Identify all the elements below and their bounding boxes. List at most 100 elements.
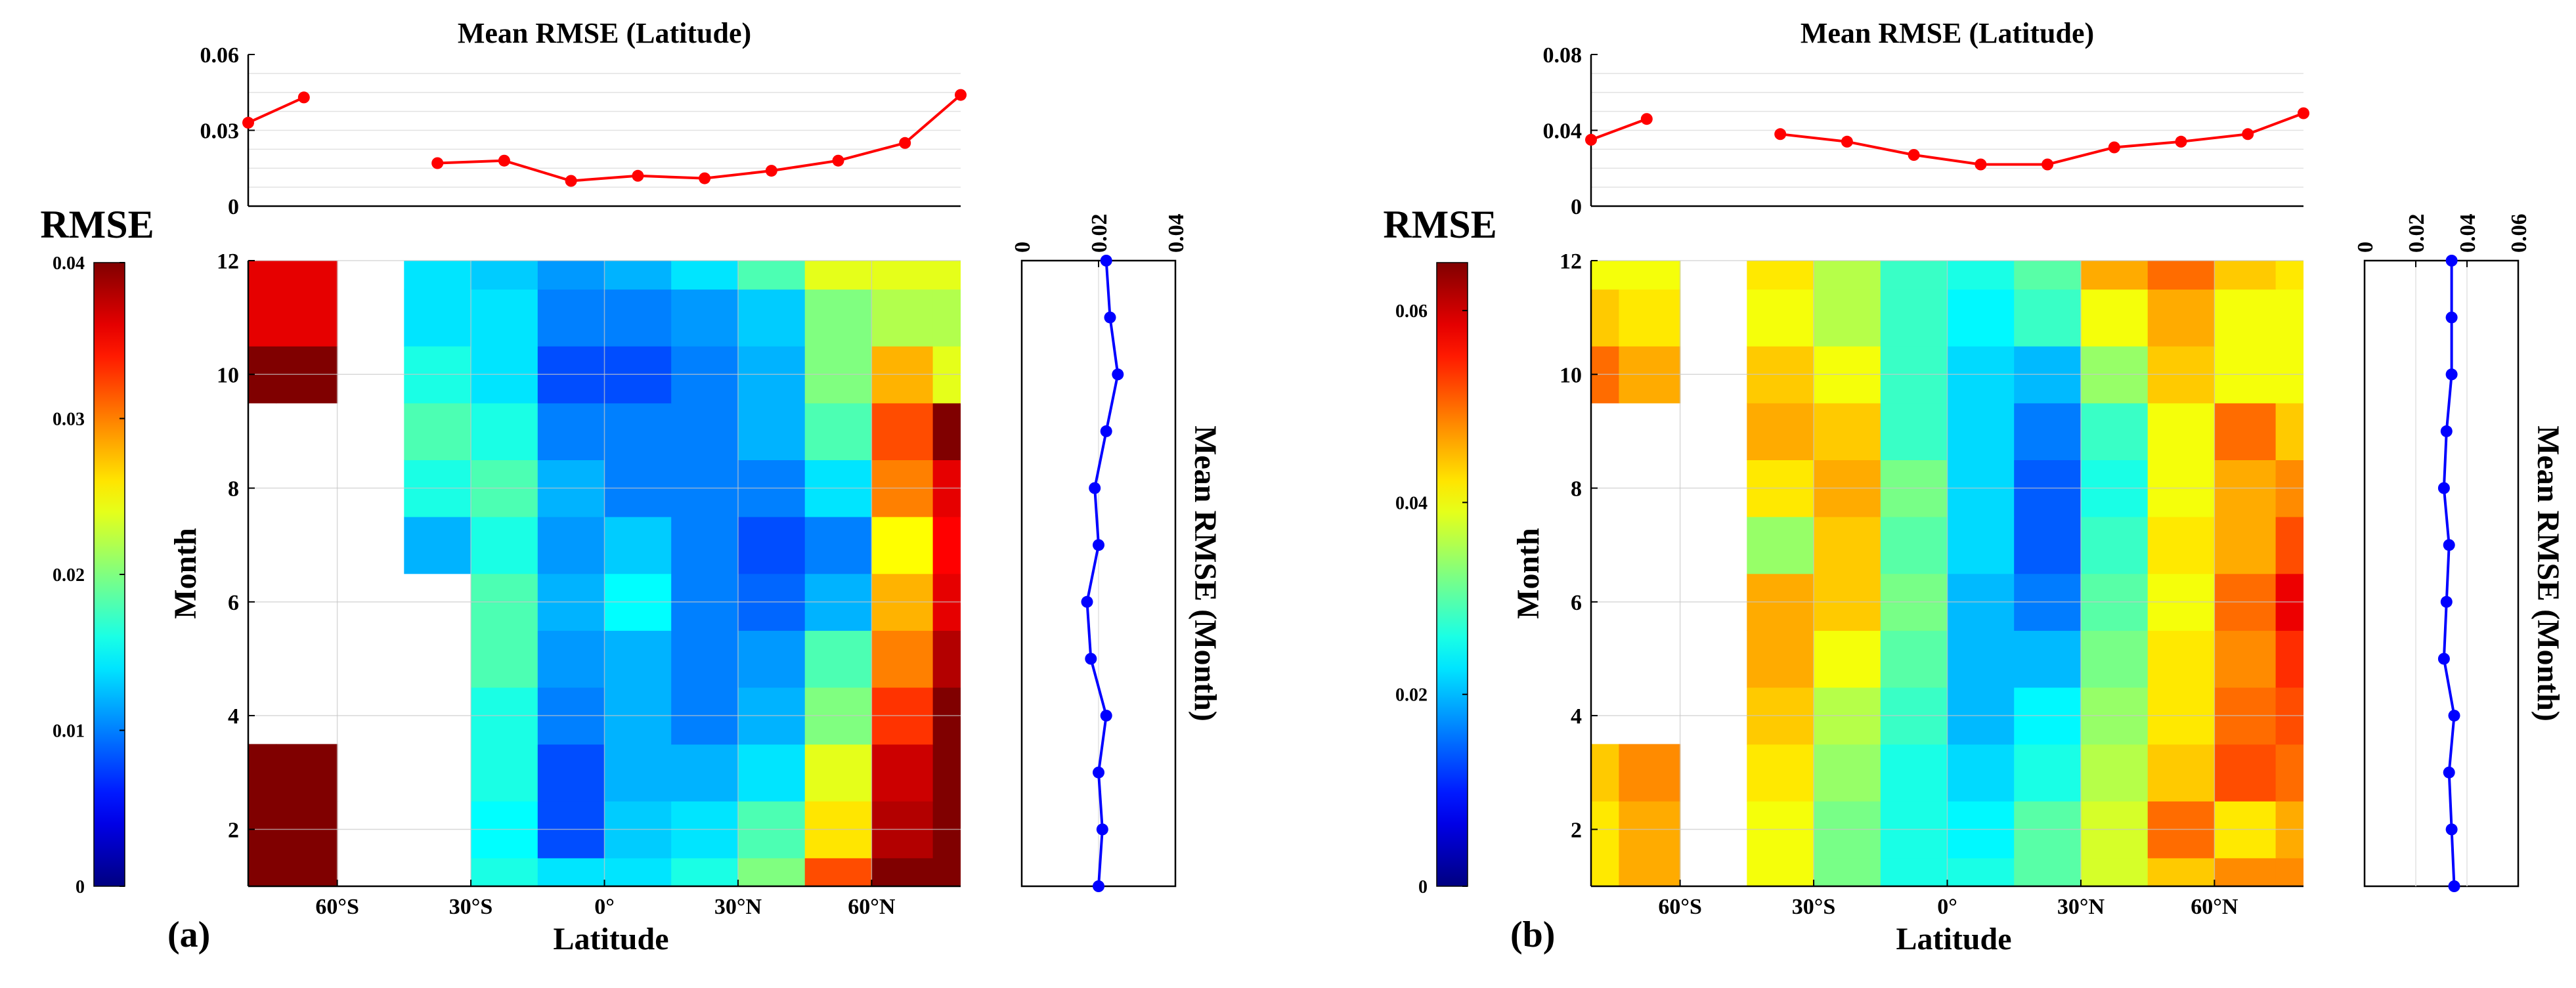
right-series-point — [2445, 823, 2458, 836]
heatmap-cell — [871, 516, 934, 574]
heatmap-cell — [1591, 261, 1620, 290]
heatmap-cell — [737, 744, 806, 802]
main-x-axis-label: Latitude — [1896, 922, 2011, 956]
top-series-point — [1640, 113, 1653, 125]
heatmap-cell — [737, 289, 806, 347]
main-x-tick-label: 60°N — [2191, 895, 2238, 919]
top-series-point — [632, 169, 644, 182]
heatmap-cell — [1880, 261, 1948, 290]
heatmap-cell — [1947, 289, 2015, 347]
main-x-tick-label: 30°S — [1792, 895, 1836, 919]
heatmap-cell — [871, 744, 934, 802]
heatmap-cell — [471, 402, 538, 460]
heatmap-cell — [1814, 261, 1881, 290]
heatmap-cell — [404, 516, 471, 574]
heatmap-cell — [1947, 857, 2015, 886]
heatmap-cell — [2014, 630, 2082, 688]
heatmap-cell — [2214, 630, 2277, 688]
right-series-point — [1100, 255, 1112, 267]
colorbar-tick-label: 0.04 — [53, 253, 85, 274]
right-series-point — [2445, 255, 2458, 267]
heatmap-cell — [2214, 402, 2277, 460]
heatmap-cell — [804, 630, 873, 688]
heatmap-cell — [1880, 744, 1948, 802]
heatmap-cell — [737, 630, 806, 688]
top-series-point — [2175, 135, 2187, 148]
heatmap-cell — [1591, 289, 1620, 347]
panel-b: 60°S 30°S 0° 30°N 60°N 2 4 6 8 10 12 Latitude Month (… — [1383, 17, 2565, 956]
top-series-point — [765, 165, 777, 177]
heatmap-cell — [737, 261, 806, 290]
right-chart-title: Mean RMSE (Month) — [1188, 425, 1223, 721]
top-series-point — [498, 154, 510, 167]
colorbar-tick-label: 0 — [76, 877, 85, 897]
heatmap-cell — [1947, 261, 2015, 290]
top-y-tick-label: 0.06 — [200, 43, 240, 68]
heatmap-cell — [932, 402, 961, 460]
top-series-point — [2298, 107, 2309, 119]
right-series-point — [2437, 482, 2450, 494]
colorbar-title: RMSE — [1383, 203, 1496, 246]
heatmap-cell — [2080, 261, 2149, 290]
heatmap-cell — [248, 289, 277, 347]
main-y-tick-label: 2 — [228, 818, 239, 842]
top-y-tick-label: 0.04 — [1543, 119, 1583, 144]
heatmap-cell — [2275, 261, 2303, 290]
top-series-line — [248, 96, 305, 124]
right-series-point — [2440, 425, 2453, 437]
main-y-tick-label: 6 — [1571, 591, 1582, 615]
heatmap-cell — [471, 857, 538, 886]
top-series-point — [832, 154, 844, 167]
colorbar-tick-label: 0.02 — [53, 565, 85, 586]
heatmap-cell — [1947, 402, 2015, 460]
top-chart-title: Mean RMSE (Latitude) — [1801, 17, 2094, 49]
heatmap-cell — [471, 744, 538, 802]
heatmap-cell — [671, 857, 739, 886]
heatmap-cell — [2214, 261, 2277, 290]
heatmap-cell — [248, 261, 277, 290]
heatmap-cell — [2014, 516, 2082, 574]
heatmap-cell — [1747, 630, 1814, 688]
top-series-point — [955, 89, 967, 101]
top-series-point — [1841, 135, 1853, 148]
heatmap-cell — [671, 744, 739, 802]
main-y-tick-label: 4 — [228, 704, 239, 729]
heatmap-cell — [2214, 516, 2277, 574]
panel-a: 60°S 30°S 0° 30°N 60°N 2 4 6 8 10 12 Latitude Month (… — [40, 17, 1223, 956]
main-y-axis-label: Month — [168, 528, 203, 619]
heatmap-cell — [1747, 261, 1814, 290]
heatmap-cell — [2014, 261, 2082, 290]
top-series-line — [1590, 118, 1648, 141]
top-series-point — [1908, 149, 1920, 161]
heatmap-cell — [1814, 857, 1881, 886]
heatmap-cell — [2275, 744, 2303, 802]
main-x-tick-label: 60°S — [315, 895, 359, 919]
heatmap-cell — [276, 261, 338, 290]
heatmap-cell — [1880, 289, 1948, 347]
heatmap-cell — [1747, 289, 1814, 347]
colorbar-tick-label: 0.02 — [1395, 685, 1428, 706]
right-series-point — [2443, 539, 2455, 551]
heatmap-cell — [871, 402, 934, 460]
top-series-point — [699, 172, 711, 184]
heatmap-cell — [471, 630, 538, 688]
colorbar-tick-label: 0.06 — [1395, 301, 1428, 322]
top-series-point — [565, 175, 577, 187]
main-y-tick-label: 12 — [217, 249, 239, 274]
heatmap-cell — [1880, 630, 1948, 688]
heatmap-cell — [932, 516, 961, 574]
right-series-point — [1100, 425, 1112, 437]
heatmap-cell — [671, 289, 739, 347]
right-x-tick-label: 0.06 — [2507, 214, 2531, 253]
heatmap-cell — [2014, 857, 2082, 886]
heatmap-cell — [1947, 516, 2015, 574]
colorbar-tick-label: 0.01 — [53, 721, 85, 742]
heatmap-cell — [671, 261, 739, 290]
right-series-point — [2443, 766, 2455, 779]
main-y-tick-label: 6 — [228, 591, 239, 615]
heatmap-cell — [804, 289, 873, 347]
right-series-point — [1081, 595, 1093, 608]
main-x-tick-label: 30°N — [714, 895, 762, 919]
colorbar-tick-label: 0.03 — [53, 410, 85, 430]
heatmap-cell — [804, 857, 873, 886]
